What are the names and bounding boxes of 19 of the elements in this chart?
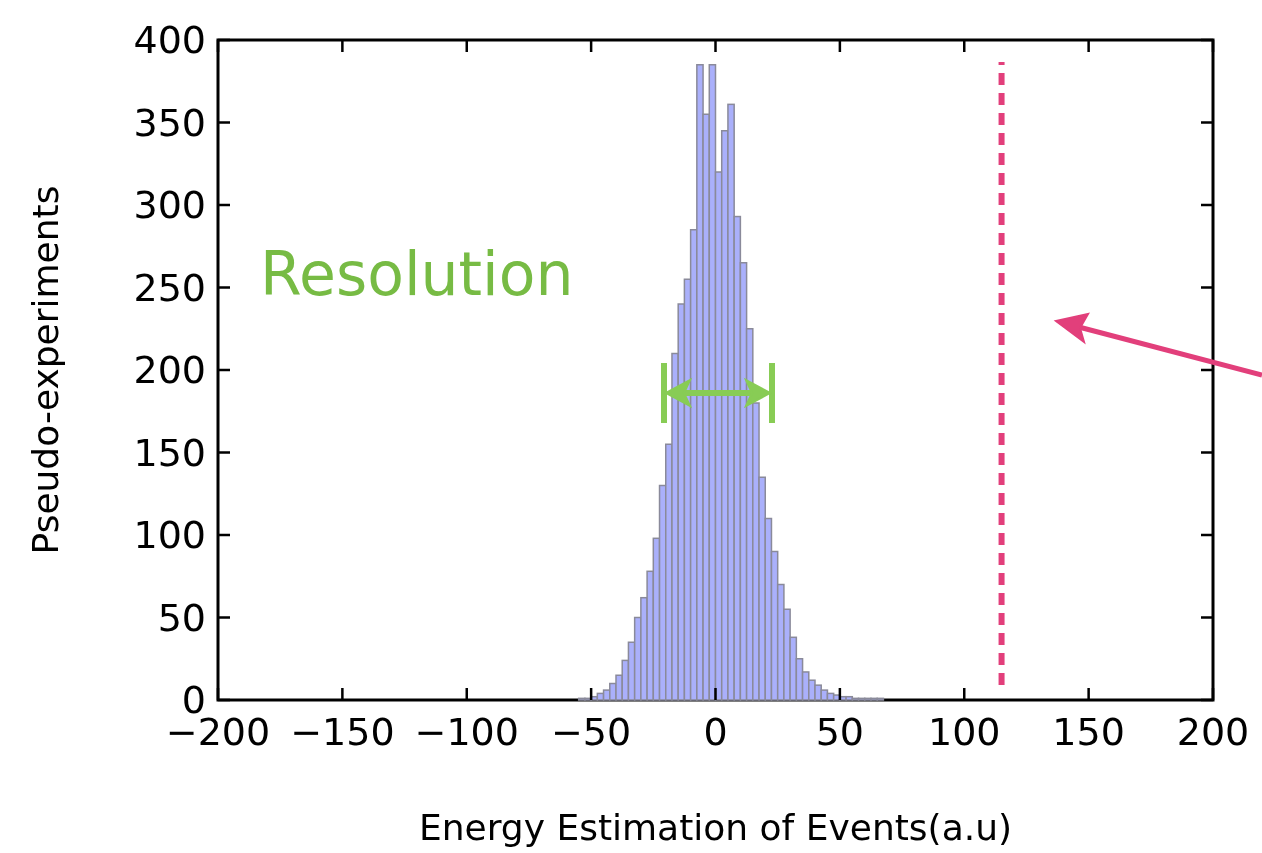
y-tick-label: 150 bbox=[133, 430, 206, 475]
annotation: Resolution bbox=[260, 239, 574, 309]
x-tick-label: −150 bbox=[290, 710, 395, 754]
y-tick-label: 400 bbox=[133, 18, 206, 62]
x-tick-label: −100 bbox=[414, 710, 519, 754]
y-tick-label: 250 bbox=[133, 265, 206, 310]
y-axis-title: Pseudo-experiments bbox=[25, 185, 66, 555]
y-tick-label: 50 bbox=[157, 595, 206, 640]
x-tick-label: 0 bbox=[703, 710, 728, 754]
x-tick-label: 200 bbox=[1176, 710, 1250, 754]
y-tick-label: 300 bbox=[133, 183, 206, 227]
x-tick-label: 50 bbox=[815, 710, 865, 754]
y-tick-label: 100 bbox=[133, 513, 206, 557]
x-tick-label: 150 bbox=[1052, 710, 1125, 754]
y-tick-label: 350 bbox=[133, 100, 206, 145]
x-tick-label: 100 bbox=[927, 710, 1001, 754]
x-tick-label: −50 bbox=[551, 710, 632, 754]
x-axis-title: Energy Estimation of Events(a.u) bbox=[418, 807, 1013, 848]
y-tick-label: 200 bbox=[133, 348, 206, 392]
